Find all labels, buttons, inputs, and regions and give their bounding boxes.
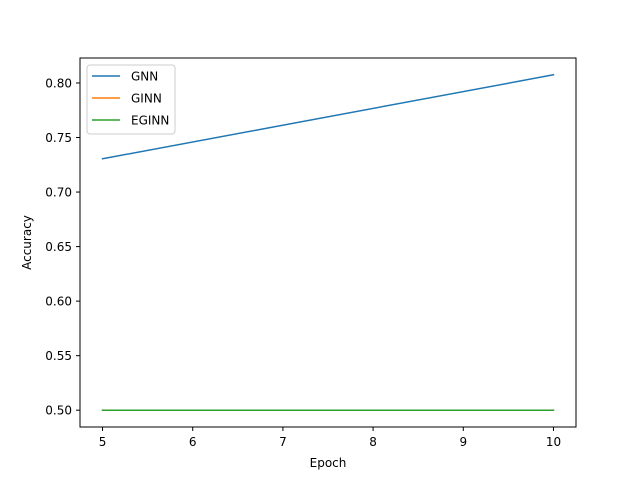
y-tick-label: 0.80: [45, 76, 72, 90]
x-axis-label: Epoch: [310, 456, 347, 470]
series-line-gnn: [101, 73, 555, 160]
x-tick-label: 9: [459, 435, 467, 449]
y-axis: 0.50 0.55 0.60 0.65 0.70 0.75 0.80: [45, 76, 80, 418]
legend: GNN GINN EGINN: [86, 64, 176, 135]
y-tick-label: 0.50: [45, 404, 72, 418]
x-tick-label: 10: [546, 435, 561, 449]
y-tick-label: 0.55: [45, 349, 72, 363]
x-tick-label: 6: [189, 435, 197, 449]
x-tick-label: 7: [279, 435, 287, 449]
plot-frame: [79, 57, 577, 428]
y-tick-label: 0.65: [45, 240, 72, 254]
y-tick-label: 0.70: [45, 186, 72, 200]
legend-label-ginn: GINN: [131, 92, 162, 106]
x-tick-label: 8: [369, 435, 377, 449]
x-axis: 5 6 7 8 9 10: [99, 427, 561, 449]
x-tick-label: 5: [99, 435, 107, 449]
series-layer: [101, 73, 555, 411]
y-axis-label: Accuracy: [20, 215, 34, 270]
y-tick-label: 0.75: [45, 131, 72, 145]
y-tick-label: 0.60: [45, 295, 72, 309]
legend-label-gnn: GNN: [131, 70, 158, 84]
legend-box: [86, 64, 176, 135]
legend-label-eginn: EGINN: [131, 114, 169, 128]
